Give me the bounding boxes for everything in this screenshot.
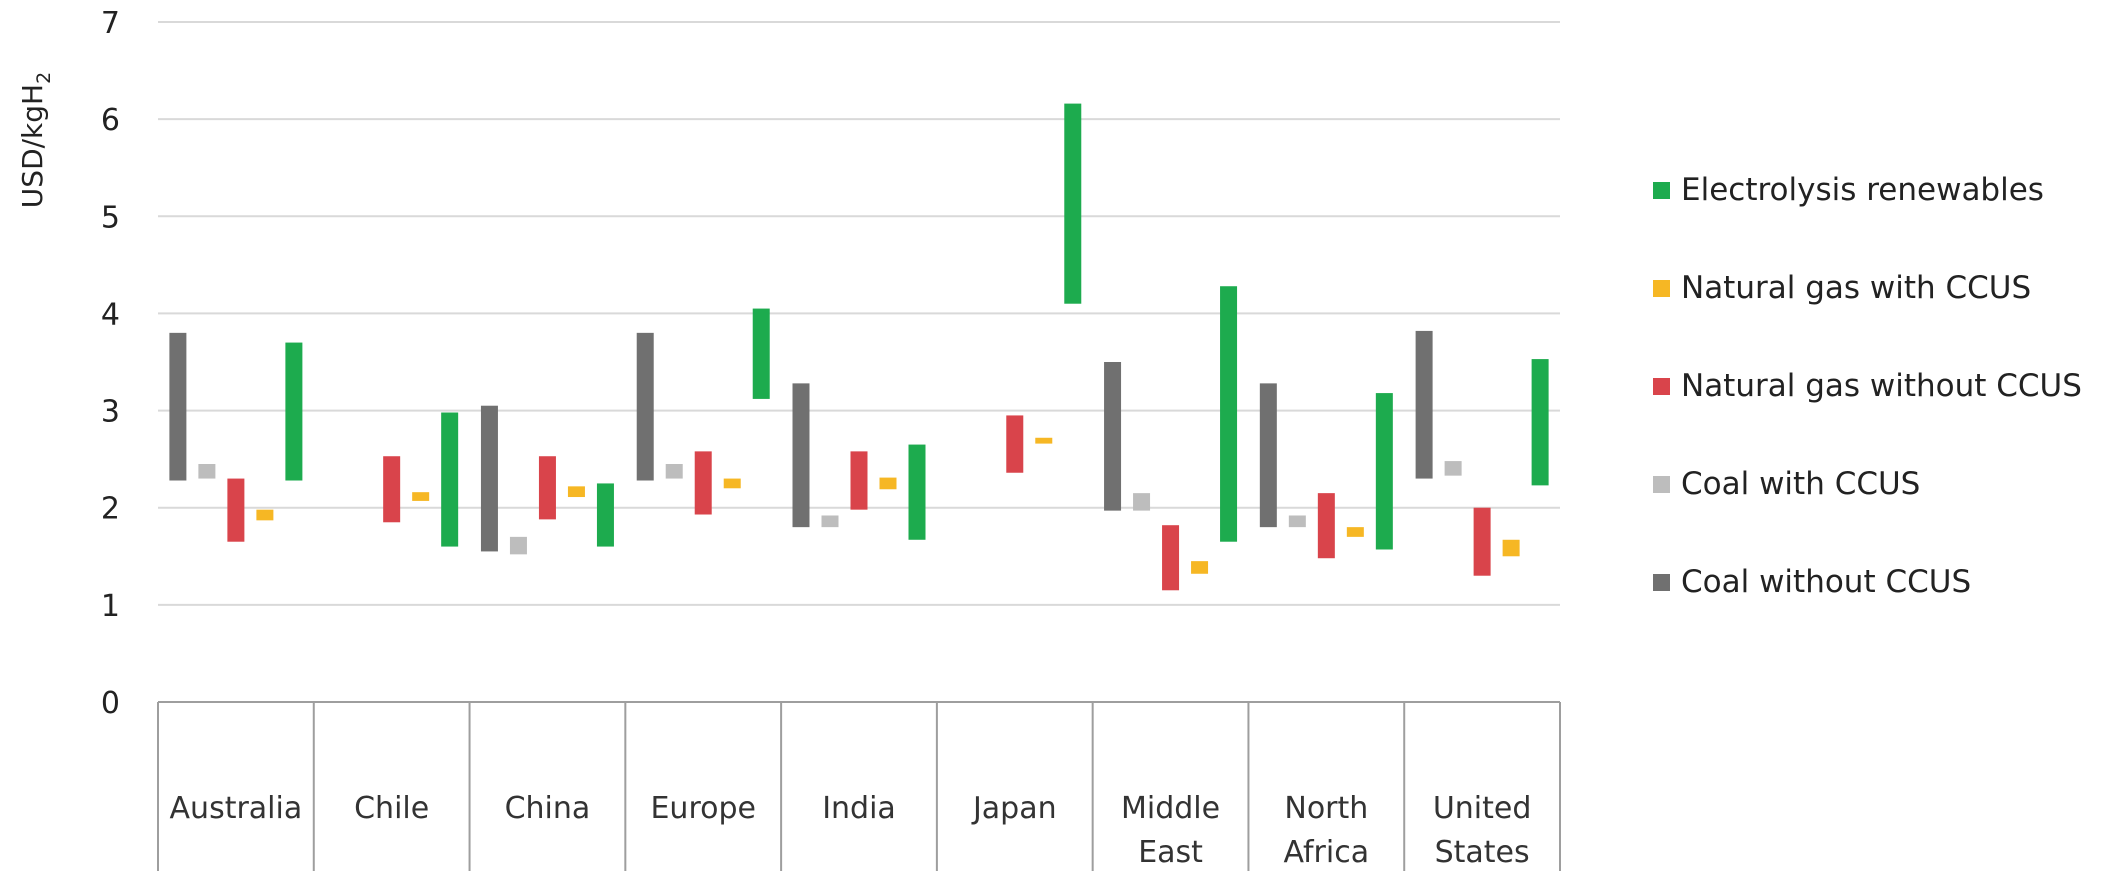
range-bar-coal-without-ccus [792, 383, 810, 528]
y-axis-label: USD/kgH2 [16, 72, 55, 208]
y-axis-ticks: 0 1 2 3 4 5 6 7 [101, 6, 120, 721]
range-bar-natural-gas-with-ccus [879, 477, 897, 490]
range-bar-electrolysis-renewables [1064, 103, 1082, 304]
legend-label: Natural gas with CCUS [1681, 270, 2031, 306]
range-bar-electrolysis-renewables [1220, 286, 1238, 542]
range-bar-coal-without-ccus [636, 332, 654, 481]
range-bar-coal-with-ccus [198, 464, 216, 479]
range-bar-coal-without-ccus [1259, 383, 1277, 528]
legend-swatch [1653, 182, 1670, 199]
range-bar-natural-gas-without-ccus [538, 456, 556, 520]
y-tick-label: 7 [101, 6, 120, 41]
range-bar-coal-without-ccus [1104, 362, 1122, 511]
range-bar-coal-with-ccus [509, 536, 527, 555]
range-bar-electrolysis-renewables [441, 412, 459, 547]
y-tick-label: 2 [101, 492, 120, 527]
range-bar-coal-with-ccus [1133, 493, 1151, 511]
legend: Electrolysis renewables Natural gas with … [1653, 172, 2082, 600]
range-bar-natural-gas-without-ccus [694, 451, 712, 515]
range-bar-electrolysis-renewables [1531, 359, 1549, 486]
range-bar-natural-gas-with-ccus [1346, 527, 1364, 537]
range-bar-natural-gas-without-ccus [850, 451, 868, 510]
category-label: Chile [354, 791, 429, 826]
range-bar-electrolysis-renewables [1375, 393, 1393, 550]
y-tick-label: 6 [101, 103, 120, 138]
gridlines [158, 21, 1560, 606]
range-bar-natural-gas-without-ccus [1162, 525, 1180, 591]
range-bar-coal-with-ccus [821, 515, 839, 528]
y-tick-label: 1 [101, 589, 120, 624]
category-label: United States [1433, 791, 1532, 870]
range-bar-natural-gas-with-ccus [1035, 437, 1053, 444]
range-bars [169, 103, 1549, 591]
range-bar-electrolysis-renewables [285, 342, 303, 481]
range-bar-natural-gas-with-ccus [412, 492, 430, 501]
range-bar-electrolysis-renewables [908, 444, 926, 540]
category-label: China [505, 791, 591, 826]
range-bar-electrolysis-renewables [752, 308, 770, 399]
legend-label: Coal without CCUS [1681, 564, 1971, 600]
range-bar-electrolysis-renewables [596, 483, 614, 547]
legend-swatch [1653, 476, 1670, 493]
range-bar-natural-gas-with-ccus [1502, 539, 1520, 557]
range-bar-coal-with-ccus [665, 464, 683, 479]
y-axis-label-main: USD/kgH [16, 84, 49, 208]
legend-swatch [1653, 378, 1670, 395]
range-bar-natural-gas-without-ccus [1473, 507, 1491, 576]
range-bar-natural-gas-with-ccus [723, 478, 741, 489]
y-tick-label: 5 [101, 200, 120, 235]
legend-label: Coal with CCUS [1681, 466, 1920, 502]
category-label: Europe [650, 791, 756, 826]
range-bar-coal-without-ccus [480, 405, 498, 552]
category-label: Middle East [1121, 791, 1220, 870]
legend-label: Natural gas without CCUS [1681, 368, 2082, 404]
range-bar-coal-without-ccus [169, 332, 187, 481]
legend-swatch [1653, 574, 1670, 591]
range-bar-natural-gas-with-ccus [567, 486, 585, 498]
range-bar-coal-without-ccus [1415, 330, 1433, 479]
range-bar-natural-gas-without-ccus [1006, 415, 1024, 473]
category-axis: Australia Chile China Europe India Japan Middl… [157, 701, 1561, 871]
y-axis-label-subscript: 2 [33, 72, 55, 84]
category-label: Australia [170, 791, 303, 826]
y-tick-label: 4 [101, 297, 120, 332]
range-bar-natural-gas-without-ccus [383, 456, 401, 523]
y-tick-label: 0 [101, 686, 120, 721]
range-bar-natural-gas-without-ccus [1317, 493, 1335, 559]
legend-label: Electrolysis renewables [1681, 172, 2044, 208]
y-tick-label: 3 [101, 395, 120, 430]
range-bar-coal-with-ccus [1288, 515, 1306, 528]
legend-swatch [1653, 280, 1670, 297]
range-bar-natural-gas-without-ccus [227, 478, 245, 542]
range-bar-natural-gas-with-ccus [256, 509, 274, 521]
range-bar-natural-gas-with-ccus [1191, 561, 1209, 574]
category-label: India [822, 791, 896, 826]
range-bar-coal-with-ccus [1444, 461, 1462, 476]
category-label: Japan [971, 791, 1057, 826]
category-label: North Africa [1284, 791, 1370, 870]
